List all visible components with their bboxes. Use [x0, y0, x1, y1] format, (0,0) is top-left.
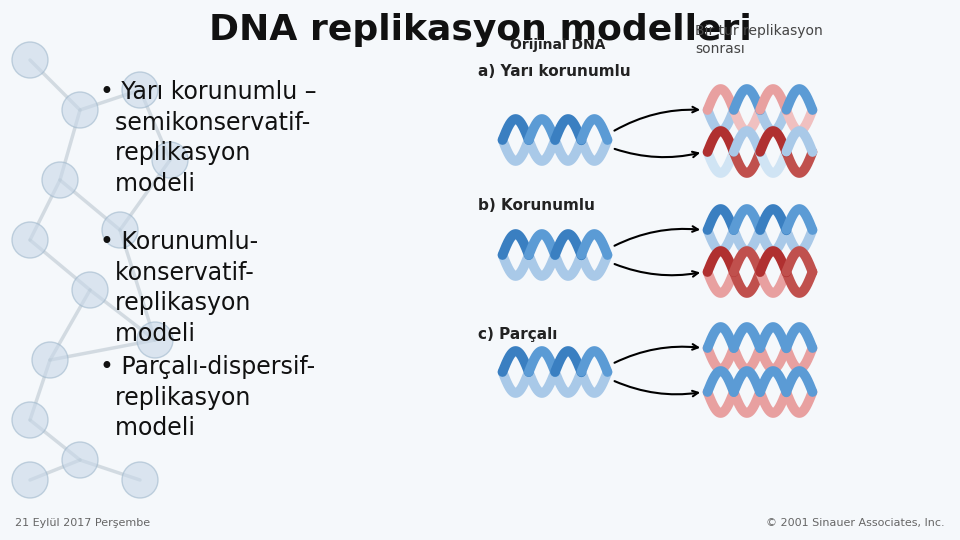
Circle shape: [12, 402, 48, 438]
Text: b) Korunumlu: b) Korunumlu: [478, 198, 595, 213]
Circle shape: [122, 462, 158, 498]
Circle shape: [122, 72, 158, 108]
Circle shape: [32, 342, 68, 378]
Text: Orijinal DNA: Orijinal DNA: [510, 38, 606, 52]
Text: • Korunumlu-
  konservatif-
  replikasyon
  modeli: • Korunumlu- konservatif- replikasyon mo…: [100, 230, 258, 346]
Text: • Yarı korunumlu –
  semikonservatif-
  replikasyon
  modeli: • Yarı korunumlu – semikonservatif- repl…: [100, 80, 317, 196]
Circle shape: [137, 322, 173, 358]
Circle shape: [152, 142, 188, 178]
Circle shape: [42, 162, 78, 198]
Text: a) Yarı korunumlu: a) Yarı korunumlu: [478, 64, 631, 79]
Text: 21 Eylül 2017 Perşembe: 21 Eylül 2017 Perşembe: [15, 518, 150, 528]
Circle shape: [12, 42, 48, 78]
Circle shape: [62, 442, 98, 478]
Circle shape: [12, 222, 48, 258]
Text: • Parçalı-dispersif-
  replikasyon
  modeli: • Parçalı-dispersif- replikasyon modeli: [100, 355, 315, 440]
Text: c) Parçalı: c) Parçalı: [478, 327, 558, 342]
Circle shape: [72, 272, 108, 308]
Circle shape: [12, 462, 48, 498]
Circle shape: [62, 92, 98, 128]
Circle shape: [102, 212, 138, 248]
Text: DNA replikasyon modelleri: DNA replikasyon modelleri: [208, 13, 752, 47]
Text: © 2001 Sinauer Associates, Inc.: © 2001 Sinauer Associates, Inc.: [766, 518, 945, 528]
Text: Bir tur replikasyon
sonrası: Bir tur replikasyon sonrası: [695, 24, 823, 56]
